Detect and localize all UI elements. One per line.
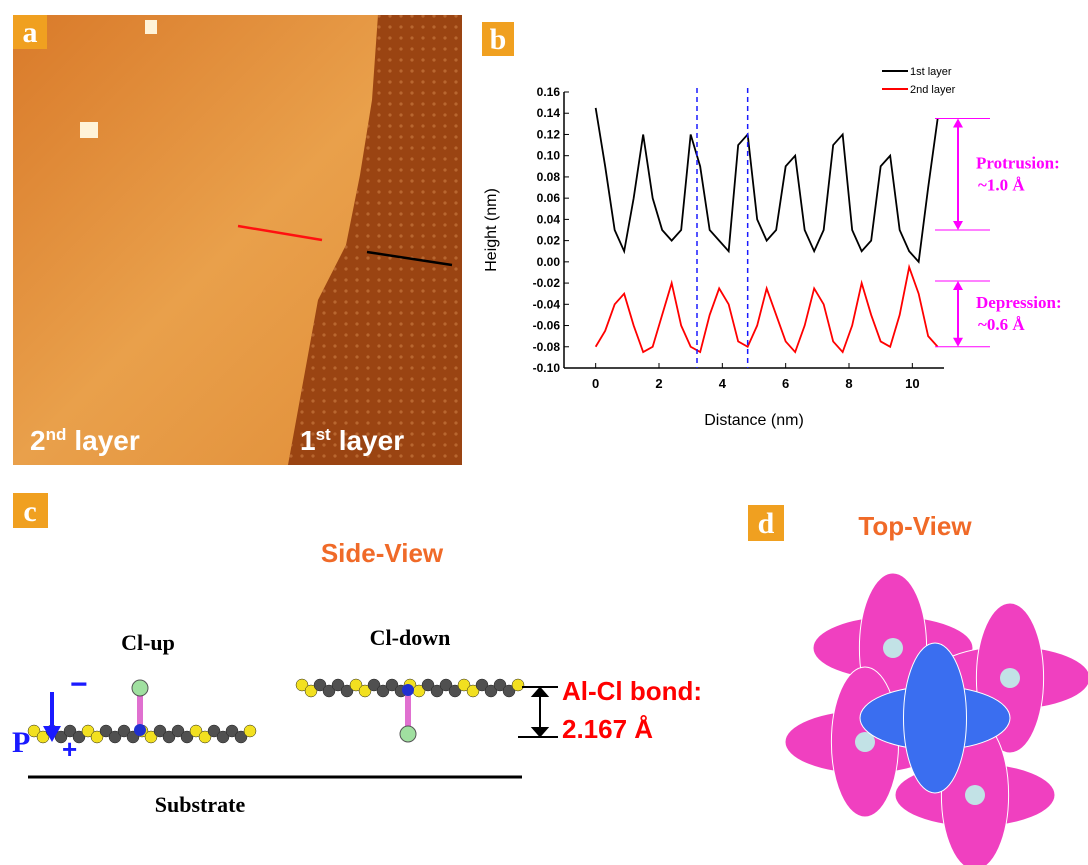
y-tick-label: 0.10 bbox=[537, 149, 561, 163]
panel-label: d bbox=[758, 507, 775, 540]
atom bbox=[400, 726, 416, 742]
series-line bbox=[596, 267, 938, 352]
panel-title: Side-View bbox=[321, 538, 444, 568]
molecule-label: Cl-down bbox=[370, 625, 451, 650]
molecule-models bbox=[28, 679, 524, 743]
x-axis-label: Distance (nm) bbox=[704, 412, 804, 429]
y-tick-label: 0.16 bbox=[537, 85, 561, 99]
y-tick-label: -0.04 bbox=[533, 297, 561, 311]
stm-image bbox=[13, 15, 462, 465]
x-tick-label: 8 bbox=[845, 376, 852, 391]
annotation-text: ~0.6 Å bbox=[978, 315, 1025, 334]
panel-title: Top-View bbox=[858, 511, 972, 541]
annotation-text: ~1.0 Å bbox=[978, 175, 1025, 194]
legend-label: 1st layer bbox=[910, 66, 952, 78]
atom bbox=[402, 684, 414, 696]
bond-marker bbox=[518, 687, 558, 737]
polarization-label: P bbox=[12, 726, 30, 759]
y-tick-label: 0.14 bbox=[537, 106, 561, 120]
atom bbox=[134, 724, 146, 736]
x-tick-label: 10 bbox=[905, 376, 919, 391]
y-axis-label: Height (nm) bbox=[483, 188, 500, 272]
panel-label: c bbox=[23, 495, 36, 528]
bond-label: 2.167 Å bbox=[562, 714, 653, 744]
annotation-text: Protrusion: bbox=[976, 153, 1060, 172]
plus-sign: + bbox=[62, 734, 77, 764]
panel-label: b bbox=[490, 23, 507, 56]
atom bbox=[512, 679, 524, 691]
arrowhead bbox=[953, 338, 963, 347]
annotation-text: Depression: bbox=[976, 293, 1062, 312]
y-tick-label: 0.08 bbox=[537, 170, 561, 184]
x-tick-label: 6 bbox=[782, 376, 789, 391]
x-tick-label: 0 bbox=[592, 376, 599, 391]
y-tick-label: 0.04 bbox=[537, 212, 561, 226]
chart: -0.10 -0.08 -0.06 -0.04 -0.02 0.00 0.02 0.04 0.0… bbox=[483, 66, 1062, 429]
layer-number: 1 bbox=[300, 425, 316, 456]
layer-suffix: nd bbox=[46, 425, 67, 444]
top-view-model bbox=[785, 573, 1088, 865]
minus-sign: − bbox=[70, 668, 88, 701]
y-tick-label: 0.12 bbox=[537, 127, 561, 141]
arrowhead bbox=[953, 221, 963, 230]
y-tick-label: -0.06 bbox=[533, 319, 561, 333]
y-tick-label: 0.00 bbox=[537, 255, 561, 269]
cl-atom bbox=[965, 785, 985, 805]
arrowhead bbox=[953, 281, 963, 290]
cl-atom bbox=[883, 638, 903, 658]
layer-suffix: st bbox=[316, 425, 331, 444]
panel-label: a bbox=[23, 16, 38, 49]
y-tick-label: 0.06 bbox=[537, 191, 561, 205]
layer-word: layer bbox=[339, 425, 404, 456]
cl-atom bbox=[1000, 668, 1020, 688]
substrate-label: Substrate bbox=[155, 792, 246, 817]
atom bbox=[132, 680, 148, 696]
atom bbox=[244, 725, 256, 737]
molecule-label: Cl-up bbox=[121, 630, 175, 655]
x-tick-label: 2 bbox=[655, 376, 662, 391]
x-tick-label: 4 bbox=[719, 376, 727, 391]
y-tick-label: -0.08 bbox=[533, 340, 561, 354]
series-line bbox=[596, 108, 938, 262]
layer-number: 2 bbox=[30, 425, 46, 456]
legend-label: 2nd layer bbox=[910, 84, 956, 96]
y-tick-label: 0.02 bbox=[537, 234, 561, 248]
figure: a 2ndlayer 1stlayer b -0.10-0.08-0.06-0.… bbox=[0, 0, 1088, 865]
layer-word: layer bbox=[74, 425, 139, 456]
arrowhead bbox=[953, 119, 963, 128]
y-tick-label: -0.10 bbox=[533, 361, 561, 375]
y-tick-label: -0.02 bbox=[533, 276, 561, 290]
molecule-lobe bbox=[904, 643, 967, 793]
bond-label: Al-Cl bond: bbox=[562, 676, 702, 706]
